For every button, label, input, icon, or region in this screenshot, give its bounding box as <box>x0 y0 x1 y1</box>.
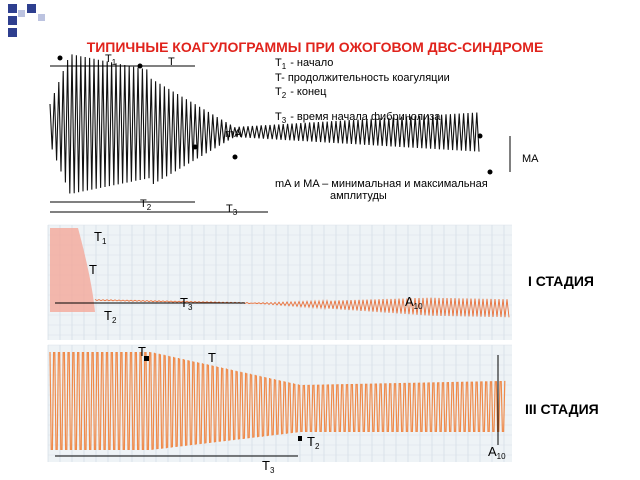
dot <box>57 55 63 61</box>
label: T <box>94 229 102 244</box>
svg-text:T- продолжительность коагуляци: T- продолжительность коагуляции <box>275 72 450 84</box>
label: - время начала фибринолиза <box>290 111 441 123</box>
marker <box>298 436 302 441</box>
label: T <box>275 57 282 69</box>
svg-text:T2: T2 <box>140 198 152 212</box>
label: 3 <box>282 116 287 125</box>
label: A <box>405 294 414 309</box>
svg-text:T3: T3 <box>180 295 193 312</box>
corner-squares <box>8 4 45 37</box>
label: A <box>488 444 497 459</box>
label: - продолжительность коагуляции <box>281 72 450 84</box>
label: T <box>180 295 188 310</box>
label: - конец <box>290 86 327 98</box>
label: T <box>168 56 175 68</box>
label: T <box>89 262 97 277</box>
label: mA <box>225 128 242 140</box>
dot <box>192 144 198 150</box>
label: амплитуды <box>330 190 387 202</box>
label: mA и MA – минимальная и максимальная <box>275 178 488 190</box>
svg-text:T1: T1 <box>105 53 117 67</box>
dot <box>477 133 483 139</box>
label: 10 <box>414 302 423 311</box>
label: 3 <box>270 466 275 475</box>
trace <box>49 351 506 451</box>
pink-area <box>50 228 95 312</box>
label: 1 <box>282 62 287 71</box>
label: 3 <box>233 208 238 217</box>
dot <box>232 154 238 160</box>
label: T <box>307 434 315 449</box>
label: 2 <box>315 442 320 451</box>
label: T <box>262 458 270 473</box>
label: III СТАДИЯ <box>525 401 599 417</box>
label: T <box>208 350 216 365</box>
label: T <box>140 198 147 210</box>
label: T <box>138 344 146 359</box>
label: 2 <box>147 203 152 212</box>
stage1-panel <box>48 225 512 340</box>
label: 1 <box>112 58 117 67</box>
trace <box>49 54 480 194</box>
label: T <box>275 86 282 98</box>
svg-text:T3: T3 <box>226 203 238 217</box>
dot <box>487 169 493 175</box>
label: 1 <box>102 237 107 246</box>
svg-text:A10: A10 <box>405 294 423 311</box>
label: 2 <box>282 91 287 100</box>
svg-text:T2: T2 <box>307 434 320 451</box>
top-labels: T1 T T2 T3 mA MA T1- начало T- продолжит… <box>105 53 539 217</box>
label: T <box>275 111 282 123</box>
label: MA <box>522 153 539 165</box>
label: I СТАДИЯ <box>528 273 594 289</box>
label: 3 <box>188 303 193 312</box>
title: ТИПИЧНЫЕ КОАГУЛОГРАММЫ ПРИ ОЖОГОВОМ ДВС-… <box>87 39 544 55</box>
label: T <box>104 308 112 323</box>
label: T <box>105 53 112 65</box>
label: 2 <box>112 316 117 325</box>
label: 10 <box>497 452 506 461</box>
marker <box>144 356 149 361</box>
label: T <box>275 72 282 84</box>
svg-text:T1- начало: T1- начало <box>275 57 333 71</box>
svg-text:T3: T3 <box>262 458 275 475</box>
stage3-labels: T T T2 T3 A10 III СТАДИЯ <box>138 344 599 475</box>
svg-text:T1: T1 <box>94 229 107 246</box>
svg-text:T3- время начала фибринолиза: T3- время начала фибринолиза <box>275 111 441 125</box>
label: T <box>226 203 233 215</box>
trace <box>94 297 510 318</box>
top-diagram <box>49 54 511 213</box>
stage1-labels: T1 T T3 T2 A10 I СТАДИЯ <box>89 229 594 325</box>
svg-text:T2: T2 <box>104 308 117 325</box>
svg-text:T2- конец: T2- конец <box>275 86 327 100</box>
label: - начало <box>290 57 333 69</box>
stage1-trace <box>47 224 512 340</box>
stage3-trace <box>47 344 512 462</box>
svg-text:A10: A10 <box>488 444 506 461</box>
